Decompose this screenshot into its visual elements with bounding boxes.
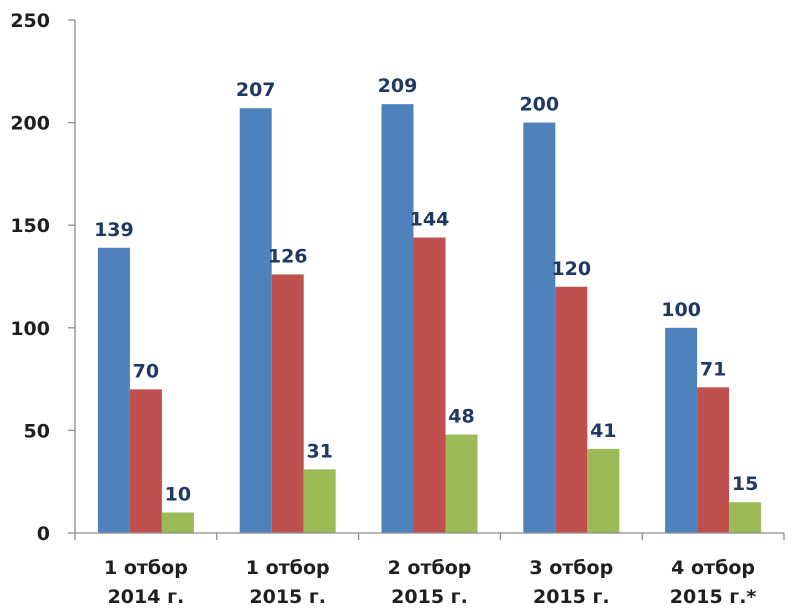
x-category-label: 2 отбор 2015 г. (388, 557, 472, 608)
data-label: 144 (410, 209, 450, 231)
x-category-label: 1 отбор 2015 г. (246, 557, 330, 608)
data-label: 71 (700, 358, 726, 380)
bar (523, 122, 556, 533)
bar (239, 108, 272, 534)
bar (129, 389, 162, 533)
data-label: 126 (268, 245, 308, 267)
data-label: 10 (165, 483, 191, 505)
x-category-label: 1 отбор 2014 г. (104, 557, 188, 608)
x-category-label-line: 2015 г. (249, 586, 326, 608)
data-label: 15 (732, 473, 758, 495)
bar (555, 286, 588, 533)
y-tick-label: 200 (10, 113, 50, 135)
data-label: 200 (519, 94, 559, 116)
bar (665, 327, 698, 533)
x-category-label-line: 2014 г. (108, 586, 185, 608)
data-label: 209 (378, 75, 418, 97)
bar (161, 512, 194, 533)
data-label: 48 (448, 406, 474, 428)
y-tick-label: 250 (10, 10, 50, 32)
bar (729, 502, 762, 533)
data-label: 120 (551, 258, 591, 280)
x-category-label-line: 2 отбор (388, 557, 472, 579)
bar (445, 434, 478, 533)
data-label: 70 (133, 360, 159, 382)
bar (587, 448, 620, 533)
data-label: 31 (306, 440, 332, 462)
x-category-label-line: 2015 г.* (670, 586, 757, 608)
x-category-label-line: 1 отбор (246, 557, 330, 579)
x-category-label-line: 1 отбор (104, 557, 188, 579)
x-category-label-line: 4 отбор (671, 557, 755, 579)
y-tick-label: 150 (10, 215, 50, 237)
x-category-label: 4 отбор 2015 г.* (670, 557, 757, 608)
bar (271, 274, 304, 533)
y-tick-label: 50 (24, 420, 50, 442)
data-label: 100 (661, 299, 701, 321)
bar (697, 387, 730, 533)
x-category-label-line: 2015 г. (533, 586, 610, 608)
y-tick-label: 0 (37, 523, 50, 545)
bar (97, 247, 130, 533)
x-category-label-line: 2015 г. (391, 586, 468, 608)
y-tick-label: 100 (10, 318, 50, 340)
x-category-label: 3 отбор 2015 г. (529, 557, 613, 608)
bar (303, 469, 336, 533)
bar (413, 237, 446, 533)
x-category-label-line: 3 отбор (529, 557, 613, 579)
data-label: 139 (94, 219, 134, 241)
data-label: 207 (236, 79, 276, 101)
data-label: 41 (590, 420, 616, 442)
bar (381, 104, 414, 533)
